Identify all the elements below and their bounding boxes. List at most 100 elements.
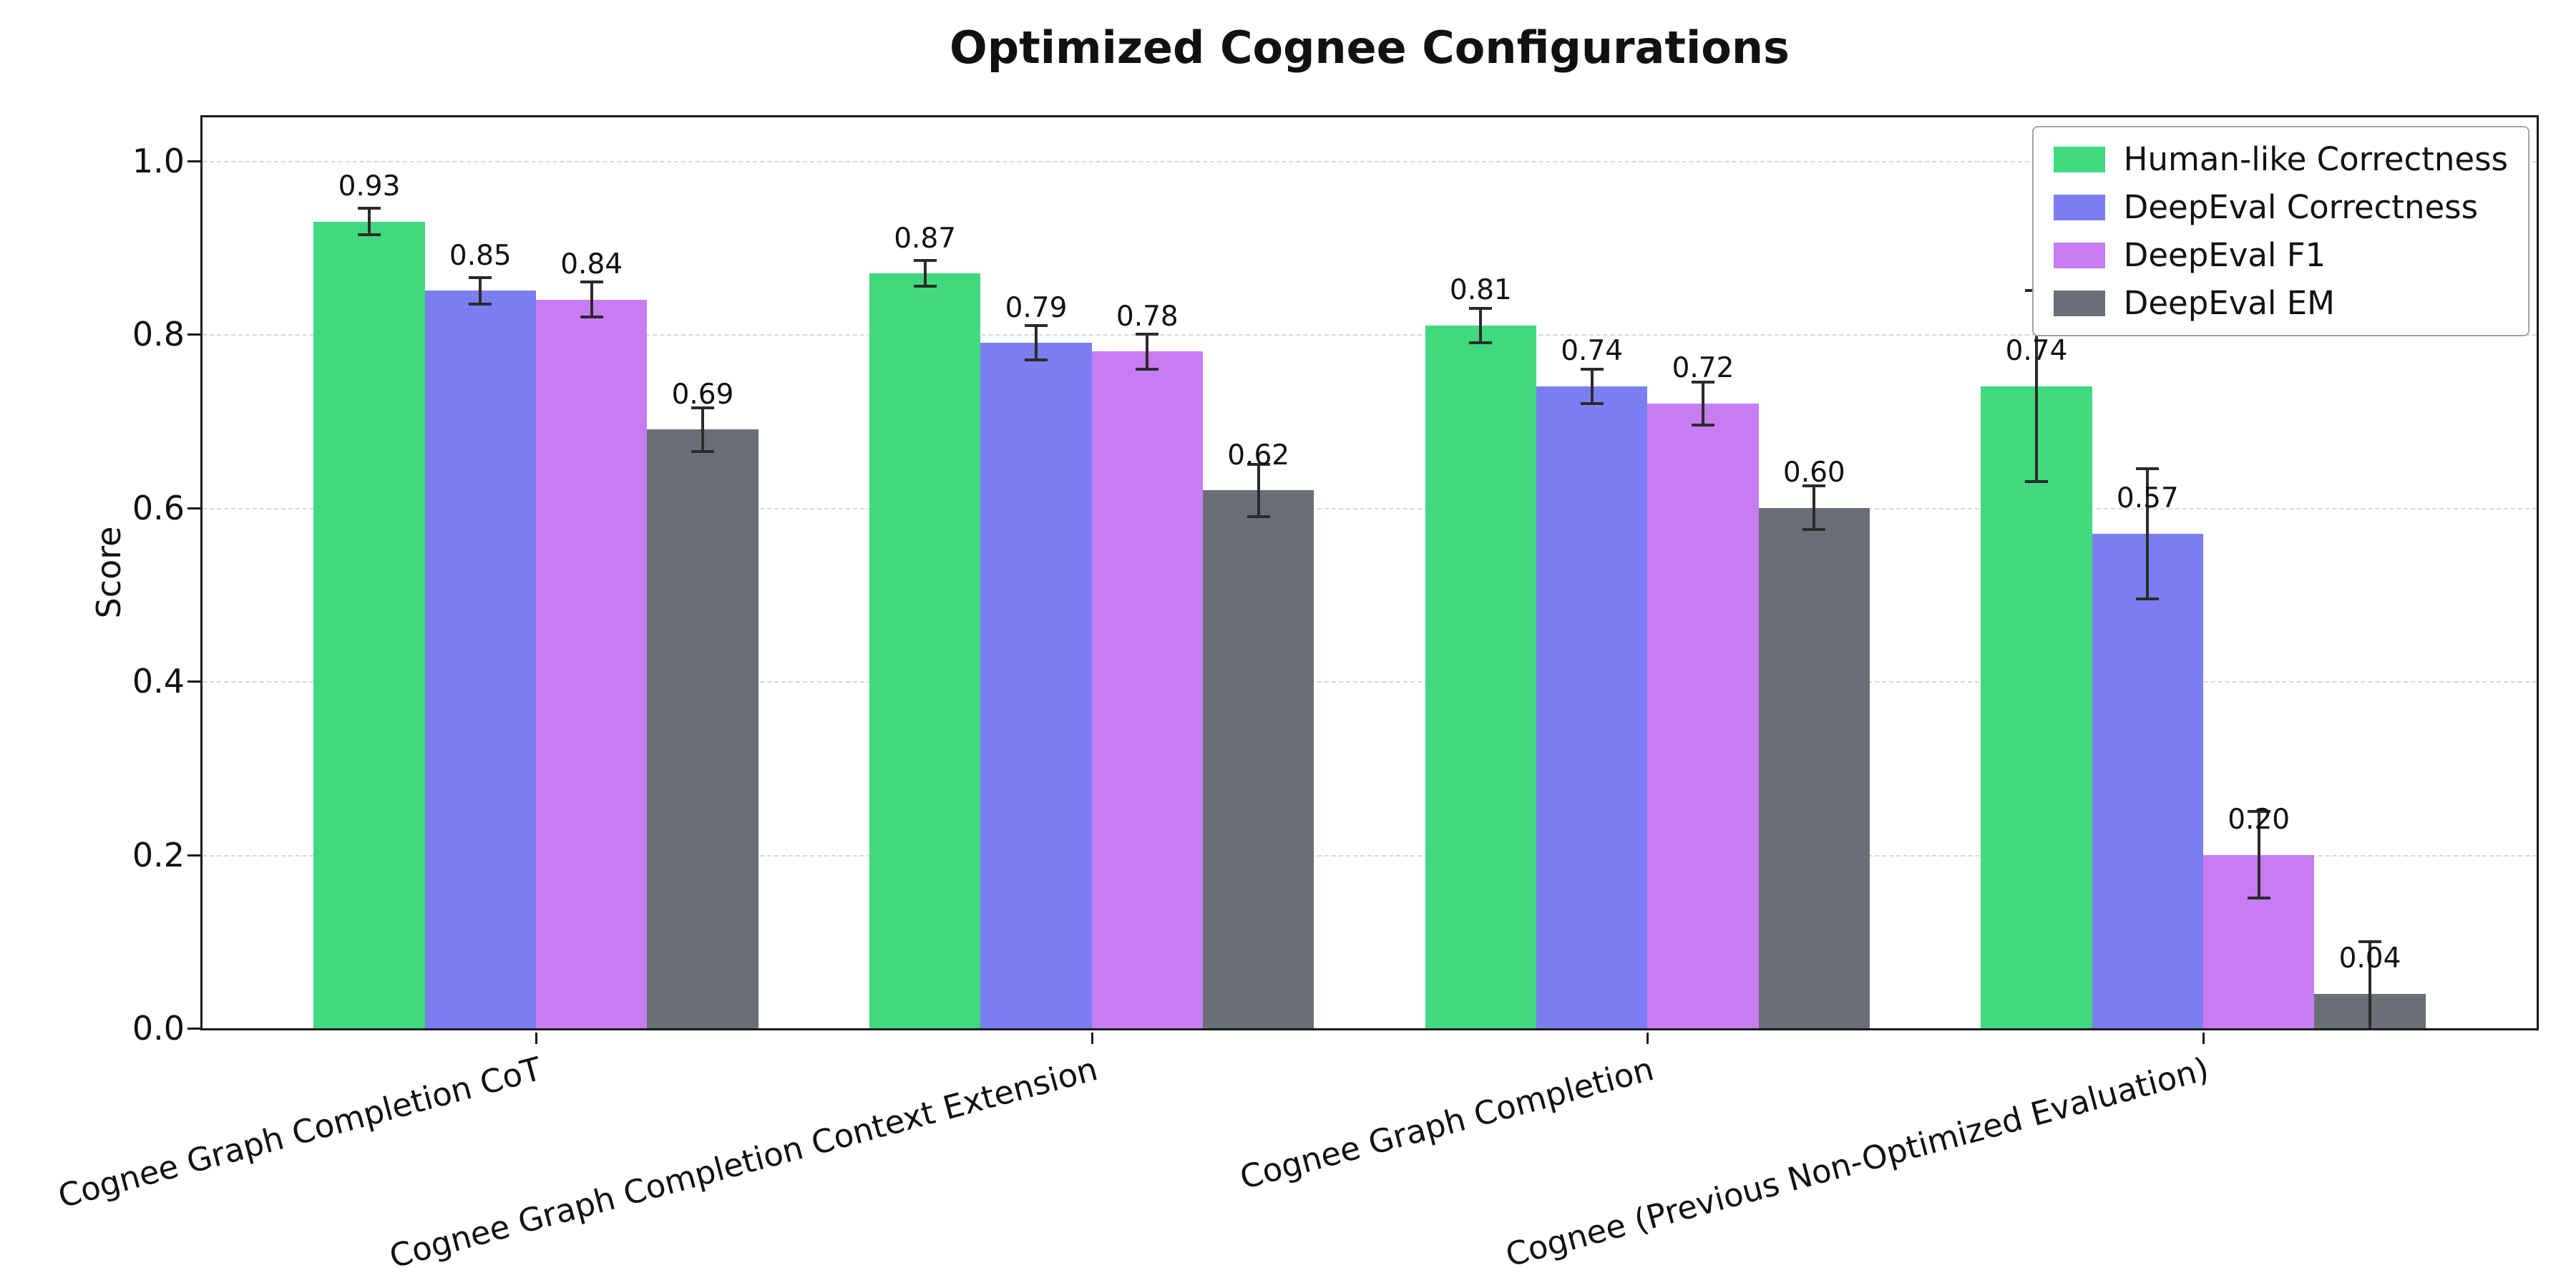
y-tick-mark	[187, 1028, 200, 1030]
error-bar-cap	[913, 259, 937, 263]
bar-value-label: 0.57	[2116, 482, 2179, 515]
x-tick-mark	[535, 1033, 537, 1044]
error-bar-cap	[358, 207, 381, 210]
bar	[2092, 533, 2203, 1028]
error-bar	[2146, 469, 2150, 599]
error-bar-cap	[1246, 514, 1270, 518]
gridline	[203, 854, 2537, 857]
bar-value-label: 0.93	[338, 170, 401, 203]
error-bar-cap	[2136, 467, 2160, 470]
bar-value-label: 0.85	[449, 239, 512, 272]
error-bar-cap	[1580, 367, 1604, 371]
error-bar-cap	[1692, 424, 1714, 427]
error-bar	[1590, 369, 1594, 404]
bar	[980, 343, 1092, 1028]
error-bar-cap	[1246, 462, 1270, 466]
bar-value-label: 0.79	[1005, 291, 1068, 324]
legend-entry-label: DeepEval Correctness	[2123, 188, 2479, 226]
error-bar-cap	[580, 280, 603, 284]
error-bar	[1479, 308, 1483, 343]
error-bar-cap	[580, 315, 603, 318]
error-bar-cap	[1136, 333, 1159, 336]
error-bar-cap	[2358, 940, 2381, 943]
x-category-label: Cognee Graph Completion CoT	[54, 1050, 546, 1216]
x-tick-mark	[1646, 1033, 1649, 1044]
error-bar-cap	[1692, 380, 1714, 384]
bar	[647, 429, 758, 1028]
bar-value-label: 0.84	[560, 248, 623, 280]
error-bar-cap	[691, 406, 714, 410]
error-bar-cap	[1025, 323, 1048, 327]
bar	[313, 221, 425, 1028]
y-tick-label: 0.6	[132, 488, 185, 527]
bar-value-label: 0.04	[2338, 942, 2401, 975]
legend-entry: DeepEval F1	[2053, 236, 2508, 274]
y-tick-mark	[187, 507, 200, 509]
error-bar	[590, 282, 593, 317]
y-tick-mark	[187, 680, 200, 683]
bar-value-label: 0.69	[671, 378, 734, 411]
y-tick-label: 0.4	[132, 662, 185, 701]
error-bar	[1035, 325, 1038, 361]
bar	[869, 273, 981, 1028]
plot-area: Human-like Correctness DeepEval Correctne…	[200, 115, 2539, 1030]
error-bar	[701, 408, 704, 452]
y-tick-mark	[187, 160, 200, 162]
bar	[1536, 386, 1648, 1028]
error-bar	[2035, 291, 2038, 482]
error-bar	[1257, 464, 1260, 517]
error-bar-cap	[2025, 480, 2048, 484]
legend-entry-label: Human-like Correctness	[2123, 140, 2508, 178]
y-tick-mark	[187, 333, 200, 336]
bar-value-label: 0.78	[1116, 300, 1179, 333]
y-tick-label: 1.0	[132, 141, 185, 180]
bar-value-label: 0.60	[1782, 456, 1845, 489]
legend-entry-label: DeepEval EM	[2123, 284, 2335, 322]
legend-swatch	[2053, 242, 2105, 268]
legend: Human-like Correctness DeepEval Correctne…	[2031, 126, 2529, 336]
legend-entry: Human-like Correctness	[2053, 140, 2508, 178]
error-bar	[1702, 381, 1704, 426]
x-tick-mark	[2202, 1033, 2205, 1044]
error-bar-cap	[1469, 341, 1493, 345]
error-bar-cap	[691, 449, 714, 453]
error-bar-cap	[469, 276, 492, 280]
bar-value-label: 0.74	[1561, 335, 1624, 368]
bar-value-label: 0.74	[2005, 335, 2068, 368]
error-bar-cap	[1802, 484, 1826, 488]
error-bar	[2368, 941, 2371, 1028]
y-tick-label: 0.0	[132, 1009, 185, 1048]
error-bar-cap	[1469, 306, 1493, 310]
gridline	[203, 507, 2537, 509]
y-tick-mark	[187, 854, 200, 857]
bar	[424, 291, 536, 1028]
legend-entry: DeepEval EM	[2053, 284, 2508, 322]
gridline	[203, 334, 2537, 336]
error-bar-cap	[2247, 809, 2270, 813]
chart-title: Optimized Cognee Configurations	[950, 21, 1790, 74]
y-tick-label: 0.2	[132, 835, 185, 874]
bar-value-label: 0.62	[1227, 439, 1290, 472]
error-bar-cap	[2136, 597, 2160, 600]
bar	[1091, 351, 1203, 1028]
bar	[536, 299, 648, 1028]
y-axis-label: Score	[89, 526, 128, 619]
bar-value-label: 0.20	[2228, 803, 2290, 836]
bar-value-label: 0.72	[1672, 352, 1735, 385]
error-bar-cap	[1025, 358, 1048, 362]
legend-entry-label: DeepEval F1	[2123, 236, 2326, 274]
gridline	[203, 681, 2537, 683]
error-bar-cap	[1802, 527, 1826, 531]
bar	[1758, 507, 1870, 1028]
error-bar-cap	[358, 233, 381, 236]
error-bar-cap	[1136, 367, 1159, 371]
x-category-label: Cognee Graph Completion	[1235, 1050, 1658, 1197]
error-bar	[1146, 334, 1149, 369]
error-bar	[479, 278, 482, 304]
legend-swatch	[2053, 290, 2105, 316]
bar	[1647, 404, 1759, 1028]
error-bar-cap	[469, 302, 492, 306]
legend-entry: DeepEval Correctness	[2053, 188, 2508, 226]
error-bar-cap	[1580, 402, 1604, 406]
